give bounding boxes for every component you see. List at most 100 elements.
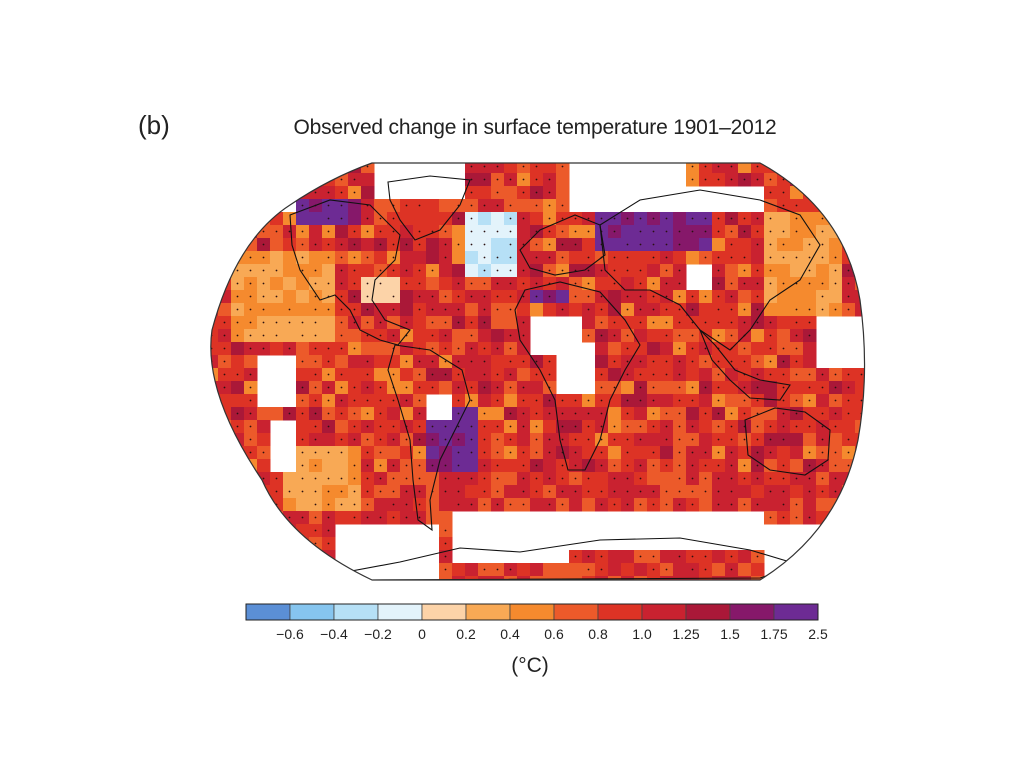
stipple-dot [613, 360, 616, 363]
stipple-dot [535, 399, 538, 402]
stipple-dot [652, 464, 655, 467]
stipple-dot [704, 295, 707, 298]
stipple-dot [600, 399, 603, 402]
stipple-dot [847, 516, 850, 519]
stipple-dot [782, 282, 785, 285]
stipple-dot [210, 542, 213, 545]
stipple-dot [704, 464, 707, 467]
grid-cell [504, 589, 518, 603]
stipple-dot [757, 582, 759, 584]
stipple-dot [509, 295, 512, 298]
stipple-dot [471, 595, 473, 597]
grid-cell [218, 589, 232, 603]
grid-cell [270, 589, 284, 603]
stipple-dot [405, 503, 408, 506]
stipple-dot [211, 595, 213, 597]
stipple-dot [314, 269, 317, 272]
stipple-dot [730, 165, 733, 168]
stipple-dot [834, 204, 837, 207]
grid-cell [816, 173, 830, 187]
stipple-dot [444, 490, 447, 493]
stipple-dot [548, 451, 551, 454]
stipple-dot [626, 412, 629, 415]
grid-cell [621, 563, 635, 577]
grid-cell [491, 329, 505, 343]
grid-cell [608, 550, 622, 564]
grid-cell [387, 277, 401, 291]
stipple-dot [444, 438, 447, 441]
stipple-dot [704, 568, 707, 571]
grid-cell [725, 264, 739, 278]
stipple-dot [431, 334, 434, 337]
stipple-dot [665, 438, 668, 441]
stipple-dot [756, 477, 759, 480]
colorbar-swatch [729, 603, 775, 621]
grid-cell [582, 498, 596, 512]
grid-cell [244, 212, 258, 226]
grid-cell [413, 329, 427, 343]
colorbar-swatch [553, 603, 599, 621]
stipple-dot [704, 412, 707, 415]
stipple-dot [795, 204, 798, 207]
grid-cell [296, 550, 310, 564]
stipple-dot [536, 582, 538, 584]
stipple-dot [769, 451, 772, 454]
grid-cell [283, 537, 297, 551]
stipple-dot [808, 386, 811, 389]
grid-cell [387, 407, 401, 421]
stipple-dot [288, 516, 291, 519]
stipple-dot [262, 282, 265, 285]
grid-cell [712, 163, 726, 174]
stipple-dot [666, 582, 668, 584]
grid-cell [868, 498, 882, 512]
stipple-dot [691, 568, 694, 571]
grid-cell [647, 589, 661, 603]
grid-cell [751, 163, 765, 174]
grid-cell [764, 381, 778, 395]
grid-cell [712, 550, 726, 564]
grid-cell [855, 446, 865, 460]
stipple-dot [522, 191, 525, 194]
stipple-dot [769, 243, 772, 246]
stipple-dot [834, 282, 837, 285]
stipple-dot [691, 217, 694, 220]
stipple-dot [704, 477, 707, 480]
grid-cell [244, 550, 258, 564]
stipple-dot [626, 399, 629, 402]
stipple-dot [743, 217, 746, 220]
grid-cell [348, 199, 362, 213]
stipple-dot [874, 465, 876, 467]
stipple-dot [795, 334, 798, 337]
stipple-dot [769, 269, 772, 272]
grid-cell [283, 238, 297, 252]
stipple-dot [275, 334, 278, 337]
stipple-dot [236, 373, 239, 376]
grid-cell [556, 589, 570, 603]
stipple-dot [496, 256, 499, 259]
stipple-dot [639, 230, 642, 233]
stipple-dot [431, 386, 434, 389]
stipple-dot [847, 243, 850, 246]
grid-cell [816, 498, 830, 512]
stipple-dot [704, 178, 707, 181]
grid-cell [556, 186, 570, 200]
grid-cell [231, 459, 245, 473]
grid-cell [751, 329, 765, 343]
stipple-dot [249, 438, 252, 441]
stipple-dot [223, 451, 226, 454]
stipple-dot [626, 451, 629, 454]
grid-cell [257, 511, 271, 525]
stipple-dot [340, 295, 343, 298]
stipple-dot [600, 269, 603, 272]
grid-cell [309, 173, 323, 187]
stipple-dot [808, 425, 811, 428]
stipple-dot [704, 555, 707, 558]
stipple-dot [483, 425, 486, 428]
stipple-dot [874, 309, 876, 311]
stipple-dot [756, 308, 759, 311]
grid-cell [283, 472, 297, 486]
stipple-dot [834, 256, 837, 259]
stipple-dot [379, 451, 382, 454]
grid-cell [764, 459, 778, 473]
colorbar-frame [245, 603, 819, 621]
